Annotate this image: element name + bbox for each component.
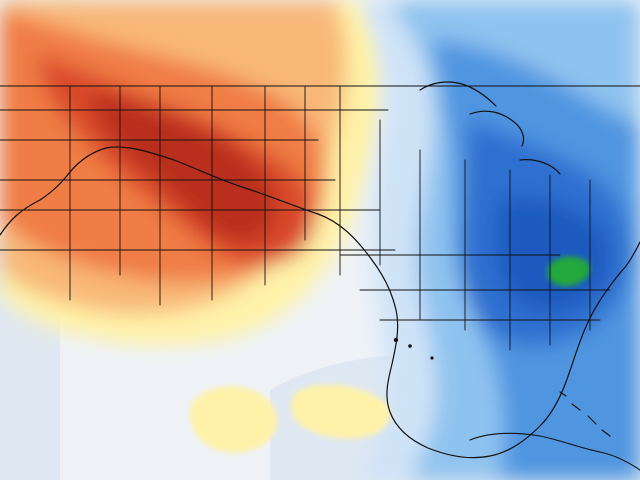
caribbean-islands bbox=[469, 391, 640, 471]
coastal-dot bbox=[430, 356, 434, 360]
green-anomaly-north-carolina bbox=[547, 256, 591, 287]
warm-patch-mexico bbox=[189, 386, 278, 453]
state-borders bbox=[0, 85, 640, 351]
bahamas-islands bbox=[559, 391, 611, 437]
coastal-dot bbox=[408, 344, 412, 348]
local-anomaly-patches bbox=[189, 256, 591, 453]
map-marks bbox=[393, 337, 434, 360]
boundary-layer bbox=[0, 81, 640, 459]
coastal-dot bbox=[393, 337, 399, 343]
cuba bbox=[469, 432, 640, 471]
coastline bbox=[0, 146, 640, 459]
warm-patch-texas-coast bbox=[291, 384, 391, 439]
warm-extreme-zone bbox=[90, 90, 277, 242]
great-lakes bbox=[419, 81, 561, 175]
cool-anomaly-layer bbox=[360, 0, 640, 480]
